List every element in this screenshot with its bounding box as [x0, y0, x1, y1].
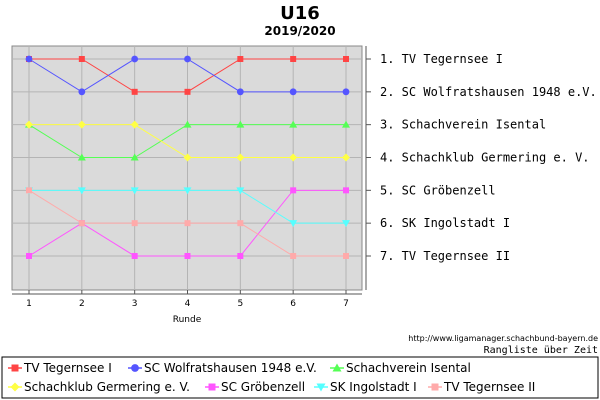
data-point [342, 153, 350, 162]
legend-item: SC Wolfratshausen 1948 e.V. [128, 361, 317, 375]
rank-label: 7. TV Tegernsee II [380, 249, 510, 263]
data-point [237, 220, 244, 227]
source-note: Rangliste über Zeit [484, 345, 598, 356]
data-point [342, 120, 350, 128]
legend-marker [332, 363, 342, 372]
data-point [184, 220, 191, 227]
data-point [237, 253, 244, 259]
rank-labels: 1. TV Tegernsee I 2. SC Wolfratshausen 19… [380, 52, 597, 263]
series-1 [25, 55, 350, 96]
legend-marker [11, 364, 19, 372]
legend-item: TV Tegernsee I [8, 361, 112, 375]
series-2 [25, 120, 350, 161]
data-point [343, 187, 349, 194]
data-point [343, 253, 349, 259]
data-point [183, 153, 192, 162]
data-point [131, 253, 138, 259]
data-point [289, 153, 298, 162]
data-point [78, 56, 85, 62]
legend-label: SC Gröbenzell [221, 380, 305, 394]
legend-marker [10, 382, 20, 392]
data-point [237, 56, 244, 62]
x-tick-label: 5 [237, 299, 243, 309]
chart-subtitle: 2019/2020 [264, 24, 335, 38]
data-point [236, 120, 245, 128]
legend-item: SC Gröbenzell [205, 380, 305, 394]
data-point [236, 187, 245, 195]
data-point [236, 153, 245, 162]
rank-label: 4. Schachklub Germering e. V. [380, 151, 590, 165]
data-point [26, 253, 32, 259]
legend-marker [431, 383, 439, 391]
legend-item: Schachverein Isental [330, 361, 471, 375]
rank-label: 1. TV Tegernsee I [380, 52, 503, 66]
data-point [289, 120, 298, 128]
x-tick-label: 2 [79, 299, 85, 309]
data-point [184, 88, 191, 95]
data-point [25, 120, 33, 129]
legend-label: SC Wolfratshausen 1948 e.V. [144, 361, 317, 375]
data-point [343, 56, 349, 62]
data-point [130, 187, 139, 195]
series-3 [25, 120, 350, 162]
data-point [184, 253, 191, 259]
x-tick-label: 7 [343, 299, 349, 309]
x-axis-label: Runde [173, 315, 202, 325]
data-point [289, 88, 297, 96]
legend-label: Schachklub Germering e. V. [24, 380, 190, 394]
data-point [78, 220, 85, 227]
legend-item: TV Tegernsee II [428, 380, 535, 394]
source-url: http://www.ligamanager.schachbund-bayern… [408, 334, 598, 343]
axes: 1 2 3 4 5 6 7 [12, 46, 371, 309]
data-point [131, 88, 138, 95]
legend-marker [208, 383, 216, 391]
data-point [290, 56, 297, 62]
legend: TV Tegernsee I SC Wolfratshausen 1948 e.V… [8, 361, 535, 394]
data-point [236, 88, 244, 96]
x-tick-label: 6 [290, 299, 296, 309]
series-6 [26, 187, 349, 259]
data-point [131, 220, 138, 227]
data-point [342, 220, 350, 228]
legend-label: TV Tegernsee II [443, 380, 535, 394]
data-point [131, 55, 139, 63]
series-5 [25, 187, 350, 228]
legend-label: SK Ingolstadt I [330, 380, 417, 394]
data-point [342, 88, 350, 96]
legend-item: Schachklub Germering e. V. [8, 380, 190, 394]
data-point [183, 120, 192, 128]
legend-box [1, 356, 599, 399]
legend-label: Schachverein Isental [346, 361, 471, 375]
data-point [26, 187, 32, 194]
data-point [290, 187, 297, 194]
rank-label: 2. SC Wolfratshausen 1948 e.V. [380, 85, 597, 99]
data-point [183, 187, 192, 195]
data-point [130, 153, 139, 161]
data-point [77, 187, 86, 195]
rank-label: 3. Schachverein Isental [380, 118, 546, 132]
data-point [77, 153, 86, 161]
legend-label: TV Tegernsee I [23, 361, 112, 375]
legend-marker [316, 383, 326, 392]
x-tick-label: 4 [185, 299, 191, 309]
chart-title: U16 [280, 3, 320, 24]
legend-marker [131, 364, 139, 372]
legend-item: SK Ingolstadt I [314, 380, 417, 394]
data-point [130, 120, 139, 129]
x-tick-label: 1 [26, 299, 32, 309]
data-point [290, 253, 297, 259]
x-tick-label: 3 [132, 299, 138, 309]
data-point [289, 220, 298, 228]
data-point [77, 120, 86, 129]
rank-label: 5. SC Gröbenzell [380, 183, 496, 197]
series-group [25, 55, 350, 259]
rank-label: 6. SK Ingolstadt I [380, 216, 510, 230]
data-point [184, 55, 191, 63]
data-point [25, 55, 33, 63]
data-point [78, 88, 86, 96]
